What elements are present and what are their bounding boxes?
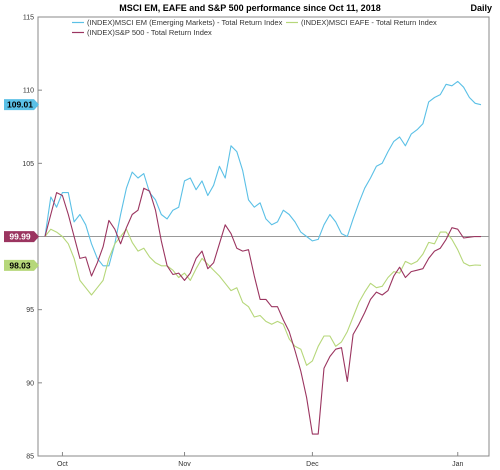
x-tick-label: Oct (57, 461, 68, 468)
series-line-msci-eafe (44, 228, 482, 366)
y-tick-label: 110 (23, 88, 34, 95)
y-tick-label: 115 (23, 15, 34, 22)
x-tick-label: Nov (178, 461, 191, 468)
last-value-label: 99.99 (9, 232, 31, 242)
y-tick-label: 95 (26, 307, 34, 314)
series-line-sp500 (44, 187, 482, 435)
legend-label: (INDEX)MSCI EAFE - Total Return Index (301, 18, 437, 27)
y-tick-label: 85 (26, 454, 34, 461)
x-tick-label: Dec (306, 461, 319, 468)
last-value-tag (4, 231, 39, 243)
chart-title: MSCI EM, EAFE and S&P 500 performance si… (119, 3, 381, 13)
frequency-label: Daily (470, 3, 492, 13)
legend-label: (INDEX)S&P 500 - Total Return Index (87, 28, 212, 37)
last-value-tag (4, 99, 39, 111)
series-line-msci-em (44, 80, 482, 267)
last-value-label: 98.03 (9, 260, 31, 270)
x-tick-label: Jan (452, 461, 463, 468)
legend-label: (INDEX)MSCI EM (Emerging Markets) - Tota… (87, 18, 283, 27)
y-tick-label: 90 (26, 380, 34, 387)
last-value-tag (4, 259, 39, 271)
last-value-label: 109.01 (7, 100, 33, 110)
y-tick-label: 105 (22, 161, 34, 168)
